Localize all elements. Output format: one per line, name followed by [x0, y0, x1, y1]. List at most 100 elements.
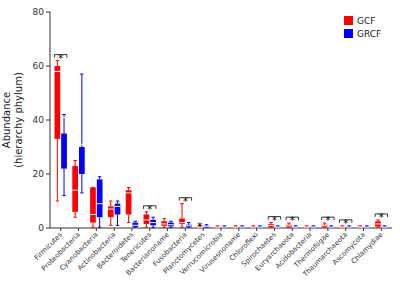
box [250, 226, 256, 228]
whisker-cap-low [73, 217, 76, 218]
y-axis-label-line: Abundance [1, 92, 12, 148]
whisker-cap-low [98, 227, 101, 228]
box-body [115, 204, 121, 215]
whisker-cap-low [187, 227, 190, 228]
box-body [239, 226, 245, 228]
whisker-cap-high [358, 225, 361, 226]
box-body [275, 226, 281, 228]
x-tick [274, 228, 275, 231]
whisker-cap-low [116, 225, 119, 226]
box [257, 226, 263, 228]
boxes [54, 61, 387, 228]
box-body [97, 179, 103, 217]
box [108, 201, 114, 225]
box [54, 61, 60, 201]
box [97, 177, 103, 227]
median [108, 209, 114, 210]
box-body [215, 226, 221, 228]
whisker-cap-high [240, 225, 243, 226]
y-tick [46, 12, 50, 13]
y-axis-line [50, 12, 51, 228]
box-body [364, 226, 370, 228]
whisker-cap-high [80, 74, 83, 75]
median [250, 227, 256, 228]
box [168, 221, 174, 227]
median [357, 227, 363, 228]
box [382, 226, 388, 228]
y-tick [46, 228, 50, 229]
whisker-cap-high [62, 114, 65, 115]
whisker-cap-high [205, 224, 208, 225]
whisker-cap-low [151, 227, 154, 228]
x-tick [238, 228, 239, 231]
legend: GCFGRCF [344, 16, 381, 39]
box-body [108, 206, 114, 217]
legend-swatch [344, 29, 353, 38]
box [126, 188, 132, 223]
x-tick [327, 228, 328, 231]
x-tick [221, 228, 222, 231]
box [233, 226, 239, 228]
median [293, 227, 299, 228]
box [275, 226, 281, 228]
chart: 020406080Abundance(hierarchy phylum)Firm… [0, 0, 400, 290]
median [204, 226, 210, 227]
whisker-cap-low [205, 227, 208, 228]
whisker-cap-high [169, 221, 172, 222]
box-body [144, 215, 150, 224]
box-body [126, 190, 132, 214]
y-axis: 0 20 40 60 80 [33, 7, 392, 233]
whisker-cap-low [91, 227, 94, 228]
whisker-cap-low [323, 227, 326, 228]
whisker-cap-high [258, 225, 261, 226]
whisker-high [110, 201, 111, 206]
legend-label: GCF [357, 16, 375, 26]
box-body [54, 66, 60, 139]
box-body [161, 221, 167, 226]
median [222, 227, 228, 228]
y-tick-label: 60 [33, 61, 45, 71]
box [179, 204, 185, 227]
y-tick-label: 20 [33, 169, 45, 179]
median [311, 227, 317, 228]
box-body [79, 147, 85, 174]
whisker-cap-high [312, 225, 315, 226]
whisker-cap-high [252, 225, 255, 226]
box-body [382, 226, 388, 228]
whisker-low [57, 139, 58, 201]
whisker-low [81, 174, 82, 193]
whisker-cap-low [269, 227, 272, 228]
box [311, 226, 317, 228]
whisker-cap-low [127, 222, 130, 223]
y-tick [46, 120, 50, 121]
box [161, 219, 167, 228]
median [215, 227, 221, 228]
whisker-cap-low [145, 227, 148, 228]
median [150, 222, 156, 223]
whisker-low [75, 212, 76, 217]
x-tick [363, 228, 364, 231]
box-body [72, 166, 78, 212]
median [304, 227, 310, 228]
box [293, 226, 299, 228]
median [375, 223, 381, 224]
x-tick [60, 228, 61, 231]
x-tick [114, 228, 115, 231]
box-body [250, 226, 256, 228]
whisker-cap-low [134, 227, 137, 228]
whisker-cap-high [383, 225, 386, 226]
legend-swatch [344, 16, 353, 25]
whisker-cap-high [187, 222, 190, 223]
y-tick-label: 40 [33, 115, 45, 125]
box-body [204, 226, 210, 228]
whisker-high [81, 74, 82, 147]
x-tick [185, 228, 186, 231]
box [90, 188, 96, 228]
median [90, 214, 96, 215]
median [233, 227, 239, 228]
y-tick-label: 0 [38, 223, 44, 233]
significance-star: * [290, 215, 295, 226]
y-tick-label: 80 [33, 7, 45, 17]
median [97, 203, 103, 204]
median [61, 117, 67, 118]
